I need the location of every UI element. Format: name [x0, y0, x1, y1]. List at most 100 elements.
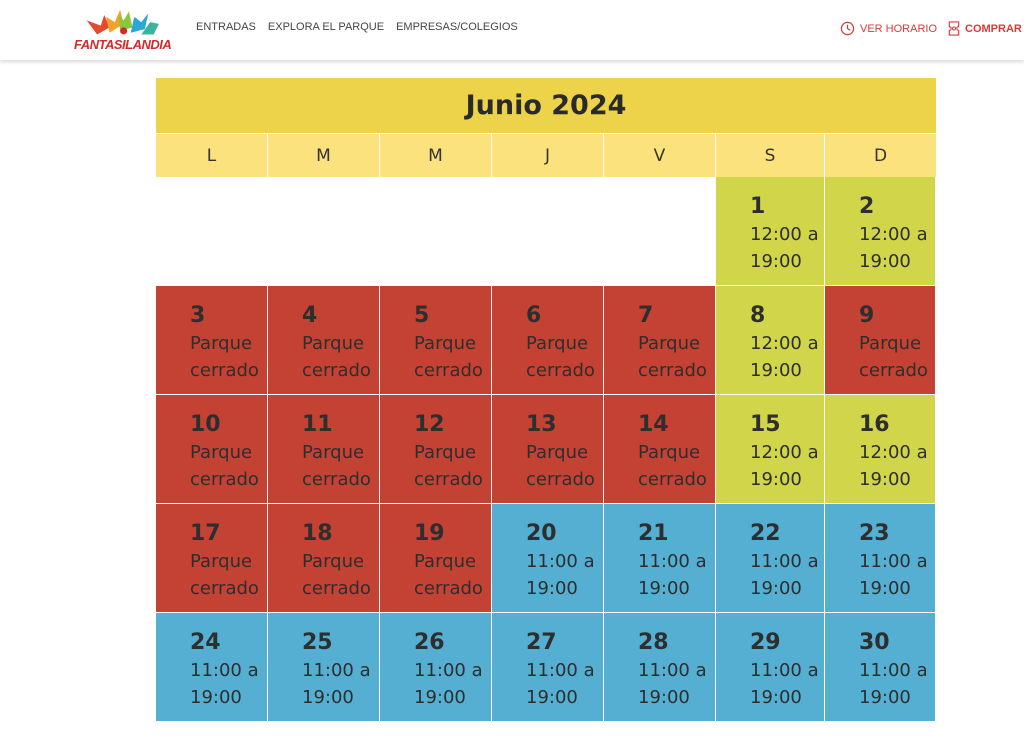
- day-cell-closed[interactable]: 7 Parque cerrado: [604, 286, 716, 395]
- day-cell-closed[interactable]: 13 Parque cerrado: [492, 395, 604, 504]
- day-number: 6: [526, 303, 542, 328]
- day-schedule: Parque cerrado: [414, 333, 483, 381]
- empty-cell: [156, 177, 268, 286]
- day-number: 20: [526, 521, 557, 546]
- empty-cell: [492, 177, 604, 286]
- weekday-header: L M M J V S D: [156, 133, 936, 178]
- day-cell-closed[interactable]: 12 Parque cerrado: [380, 395, 492, 504]
- day-schedule: 11:00 a 19:00: [859, 551, 928, 599]
- day-cell-open[interactable]: 25 11:00 a 19:00: [268, 613, 380, 722]
- day-number: 18: [302, 521, 333, 546]
- day-number: 25: [302, 630, 333, 655]
- day-number: 29: [750, 630, 781, 655]
- day-number: 10: [190, 412, 221, 437]
- logo-text: FANTASILANDIA: [74, 37, 172, 52]
- day-number: 7: [638, 303, 654, 328]
- day-cell-closed[interactable]: 19 Parque cerrado: [380, 504, 492, 613]
- day-cell-weekend[interactable]: 2 12:00 a 19:00: [825, 177, 936, 286]
- ticket-icon: [948, 21, 960, 36]
- day-schedule: Parque cerrado: [638, 333, 707, 381]
- day-cell-weekend[interactable]: 16 12:00 a 19:00: [825, 395, 936, 504]
- day-cell-closed[interactable]: 4 Parque cerrado: [268, 286, 380, 395]
- day-schedule: 12:00 a 19:00: [859, 224, 928, 272]
- day-number: 16: [859, 412, 890, 437]
- day-cell-open[interactable]: 23 11:00 a 19:00: [825, 504, 936, 613]
- comprar-link[interactable]: COMPRAR: [948, 21, 1022, 36]
- day-number: 17: [190, 521, 221, 546]
- day-number: 5: [414, 303, 430, 328]
- day-cell-closed[interactable]: 10 Parque cerrado: [156, 395, 268, 504]
- empty-cell: [380, 177, 492, 286]
- day-schedule: Parque cerrado: [302, 333, 371, 381]
- day-cell-weekend[interactable]: 8 12:00 a 19:00: [716, 286, 825, 395]
- day-cell-open[interactable]: 28 11:00 a 19:00: [604, 613, 716, 722]
- comprar-label: COMPRAR: [965, 22, 1022, 35]
- day-cell-closed[interactable]: 6 Parque cerrado: [492, 286, 604, 395]
- day-cell-open[interactable]: 22 11:00 a 19:00: [716, 504, 825, 613]
- day-schedule: Parque cerrado: [526, 442, 595, 490]
- day-schedule: Parque cerrado: [190, 333, 259, 381]
- nav-entradas[interactable]: ENTRADAS: [196, 21, 256, 33]
- day-number: 14: [638, 412, 669, 437]
- day-schedule: 11:00 a 19:00: [414, 660, 483, 708]
- calendar: Junio 2024 L M M J V S D 1 12:00 a 19:00 2…: [156, 78, 936, 722]
- ver-horario-label: VER HORARIO: [860, 22, 938, 35]
- day-cell-open[interactable]: 24 11:00 a 19:00: [156, 613, 268, 722]
- day-cell-closed[interactable]: 18 Parque cerrado: [268, 504, 380, 613]
- day-number: 4: [302, 303, 318, 328]
- day-number: 12: [414, 412, 445, 437]
- day-cell-weekend[interactable]: 1 12:00 a 19:00: [716, 177, 825, 286]
- day-cell-closed[interactable]: 3 Parque cerrado: [156, 286, 268, 395]
- weekday-label: L: [156, 134, 268, 178]
- day-schedule: 11:00 a 19:00: [750, 551, 819, 599]
- day-number: 2: [859, 194, 875, 219]
- day-cell-open[interactable]: 26 11:00 a 19:00: [380, 613, 492, 722]
- day-cell-weekend[interactable]: 15 12:00 a 19:00: [716, 395, 825, 504]
- day-number: 30: [859, 630, 890, 655]
- main-nav: ENTRADAS EXPLORA EL PARQUE EMPRESAS/COLE…: [196, 21, 518, 33]
- day-number: 21: [638, 521, 669, 546]
- fantasilandia-logo[interactable]: FANTASILANDIA: [74, 8, 172, 52]
- day-cell-closed[interactable]: 11 Parque cerrado: [268, 395, 380, 504]
- day-cell-closed[interactable]: 5 Parque cerrado: [380, 286, 492, 395]
- top-navbar: FANTASILANDIA ENTRADAS EXPLORA EL PARQUE…: [0, 0, 1024, 60]
- stars-logo-icon: [86, 9, 159, 35]
- empty-cell: [268, 177, 380, 286]
- day-cell-closed[interactable]: 14 Parque cerrado: [604, 395, 716, 504]
- day-schedule: Parque cerrado: [526, 333, 595, 381]
- ver-horario-link[interactable]: VER HORARIO: [840, 21, 937, 36]
- empty-cell: [604, 177, 716, 286]
- weekday-label: V: [604, 134, 716, 178]
- day-schedule: 11:00 a 19:00: [638, 551, 707, 599]
- day-schedule: Parque cerrado: [638, 442, 707, 490]
- day-number: 19: [414, 521, 445, 546]
- nav-explora-el-parque[interactable]: EXPLORA EL PARQUE: [267, 21, 385, 33]
- day-schedule: Parque cerrado: [302, 442, 371, 490]
- day-number: 8: [750, 303, 766, 328]
- day-schedule: 12:00 a 19:00: [859, 442, 928, 490]
- clock-icon: [840, 21, 855, 36]
- day-schedule: 11:00 a 19:00: [190, 660, 259, 708]
- day-schedule: 12:00 a 19:00: [750, 224, 819, 272]
- day-schedule: 11:00 a 19:00: [750, 660, 819, 708]
- day-number: 1: [750, 194, 766, 219]
- day-cell-closed[interactable]: 17 Parque cerrado: [156, 504, 268, 613]
- nav-empresas-colegios[interactable]: EMPRESAS/COLEGIOS: [396, 21, 518, 33]
- day-number: 15: [750, 412, 781, 437]
- day-schedule: Parque cerrado: [190, 551, 259, 599]
- day-schedule: Parque cerrado: [302, 551, 371, 599]
- day-cell-open[interactable]: 27 11:00 a 19:00: [492, 613, 604, 722]
- day-schedule: Parque cerrado: [414, 551, 483, 599]
- day-cell-open[interactable]: 29 11:00 a 19:00: [716, 613, 825, 722]
- calendar-month-title: Junio 2024: [156, 78, 936, 133]
- day-number: 22: [750, 521, 781, 546]
- weekday-label: D: [873, 146, 888, 166]
- day-cell-open[interactable]: 21 11:00 a 19:00: [604, 504, 716, 613]
- day-cell-closed[interactable]: 9 Parque cerrado: [825, 286, 936, 395]
- day-schedule: 12:00 a 19:00: [750, 333, 819, 381]
- day-cell-open[interactable]: 30 11:00 a 19:00: [825, 613, 936, 722]
- day-schedule: Parque cerrado: [859, 333, 928, 381]
- day-number: 28: [638, 630, 669, 655]
- day-cell-open[interactable]: 20 11:00 a 19:00: [492, 504, 604, 613]
- day-schedule: 12:00 a 19:00: [750, 442, 819, 490]
